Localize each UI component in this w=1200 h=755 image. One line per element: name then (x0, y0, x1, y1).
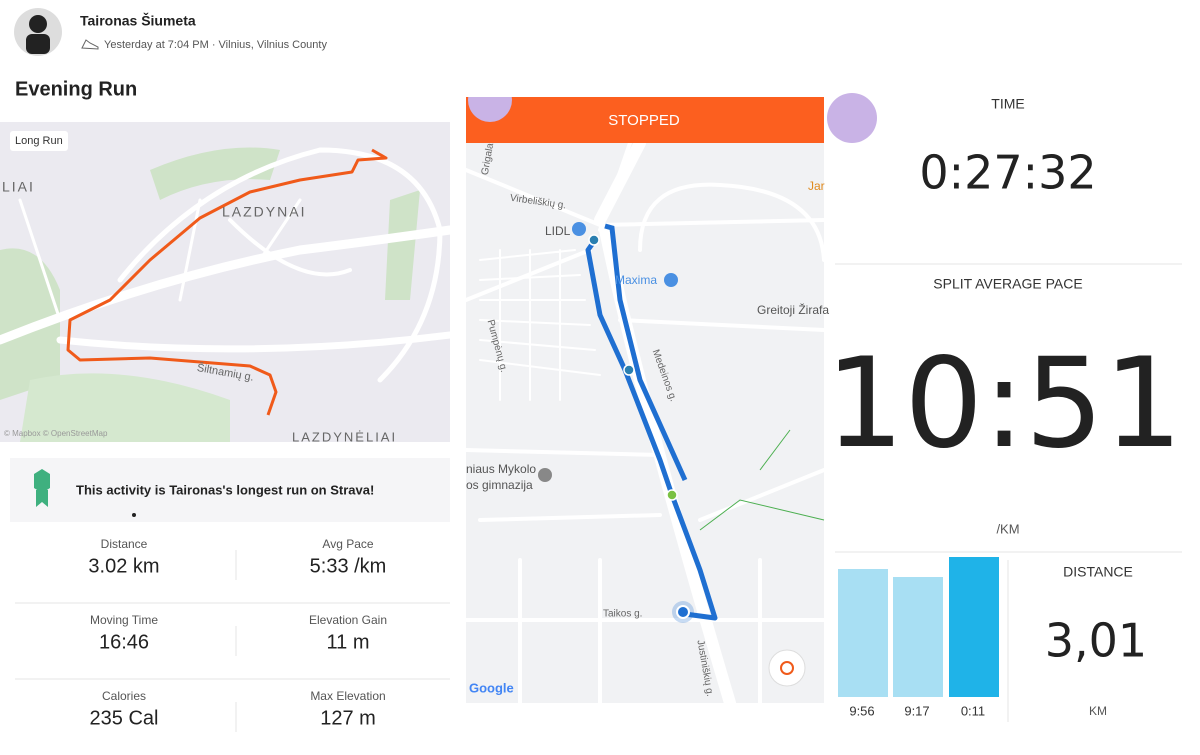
map-road (56, 331, 454, 353)
achievement-text: This activity is Taironas's longest run … (76, 482, 374, 497)
achievement-box (10, 458, 450, 522)
google-logo: Google (469, 680, 514, 695)
stat-label: Elevation Gain (309, 613, 387, 627)
map-road (479, 249, 601, 401)
split-bar (893, 577, 943, 697)
track-marker (588, 234, 600, 246)
route-map[interactable]: Long Run LIAI LAZDYNAI Šiltnamių g. LAZD… (0, 122, 455, 444)
position-dot (676, 605, 690, 619)
map-label: Taikos g. (603, 609, 642, 620)
stat-label: Max Elevation (310, 689, 385, 703)
stat-label: Distance (101, 537, 148, 551)
stat-label: Moving Time (90, 613, 158, 627)
split-label: 9:17 (904, 703, 929, 718)
track-marker (666, 489, 678, 501)
time-value: 0:27:32 (919, 146, 1096, 200)
map-road (228, 218, 352, 277)
avatar-head (29, 15, 47, 33)
map-label: LIAI (2, 179, 35, 195)
stats: Distance 3.02 km Avg Pace 5:33 /km Moving Ti… (88, 537, 387, 729)
map-road (117, 147, 443, 383)
map-label: LAZDYNĖLIAI (292, 429, 397, 444)
tracker-map[interactable]: Grigalaukio g. Virbeliškių g. LIDL Maxim… (464, 97, 829, 709)
map-tag: Long Run (15, 135, 63, 147)
stat-label: Calories (102, 689, 146, 703)
pace-value: 10:51 (825, 332, 1182, 476)
shoe-icon (81, 39, 99, 50)
activity-title[interactable]: Evening Run (15, 78, 137, 100)
map-label: LAZDYNAI (222, 204, 306, 220)
track-line (585, 238, 718, 621)
user-name[interactable]: Taironas Šiumeta (80, 12, 196, 29)
distance-value: 3,01 (1045, 614, 1147, 668)
achievement-ribbon (36, 490, 48, 507)
locate-icon (780, 661, 794, 675)
stat-value: 127 m (320, 707, 376, 729)
stat-value: 5:33 /km (310, 555, 387, 577)
distance-unit: KM (1089, 704, 1107, 718)
map-park (150, 147, 280, 200)
track-line (604, 223, 688, 482)
route-line (66, 148, 388, 416)
carousel-dot[interactable] (132, 513, 136, 517)
avatar-body (26, 34, 50, 54)
status-bar (466, 97, 824, 143)
split-bar (949, 557, 999, 697)
tag-box (10, 131, 68, 151)
poi-icon (538, 468, 552, 482)
split-bar (838, 569, 888, 697)
stat-value: 16:46 (99, 631, 149, 653)
map-park (20, 373, 230, 442)
map-label: Jar (808, 179, 825, 193)
split-label: 9:56 (849, 703, 874, 718)
map-label: niaus Mykolo (466, 462, 536, 476)
stat-label: Avg Pace (322, 537, 373, 551)
map-park (385, 190, 420, 300)
map-path (699, 429, 825, 531)
avatar-blob (827, 93, 877, 143)
map-attribution: © Mapbox © OpenStreetMap (4, 429, 108, 438)
distance-label: DISTANCE (1063, 564, 1133, 580)
achievement-badge (34, 469, 50, 493)
locate-button[interactable] (768, 649, 806, 687)
mask (466, 75, 526, 97)
track-marker (623, 364, 635, 376)
pace-unit: /KM (996, 521, 1019, 536)
stat-value: 235 Cal (90, 707, 159, 729)
map-label: LIDL (545, 224, 571, 238)
map-road (18, 198, 302, 322)
poi-icon (572, 222, 586, 236)
stat-value: 3.02 km (88, 555, 159, 577)
map-label: os gimnazija (466, 478, 533, 492)
stat-value: 11 m (327, 631, 370, 653)
split-label: 0:11 (961, 703, 985, 718)
activity-meta: Yesterday at 7:04 PM · Vilnius, Vilnius … (104, 39, 327, 51)
time-label: TIME (991, 96, 1024, 112)
map-label: Greitoji Žirafa (757, 302, 829, 317)
status-text: STOPPED (608, 112, 680, 129)
poi-icon (664, 273, 678, 287)
map-label: Maxima (615, 273, 657, 287)
pace-label: SPLIT AVERAGE PACE (933, 276, 1082, 292)
